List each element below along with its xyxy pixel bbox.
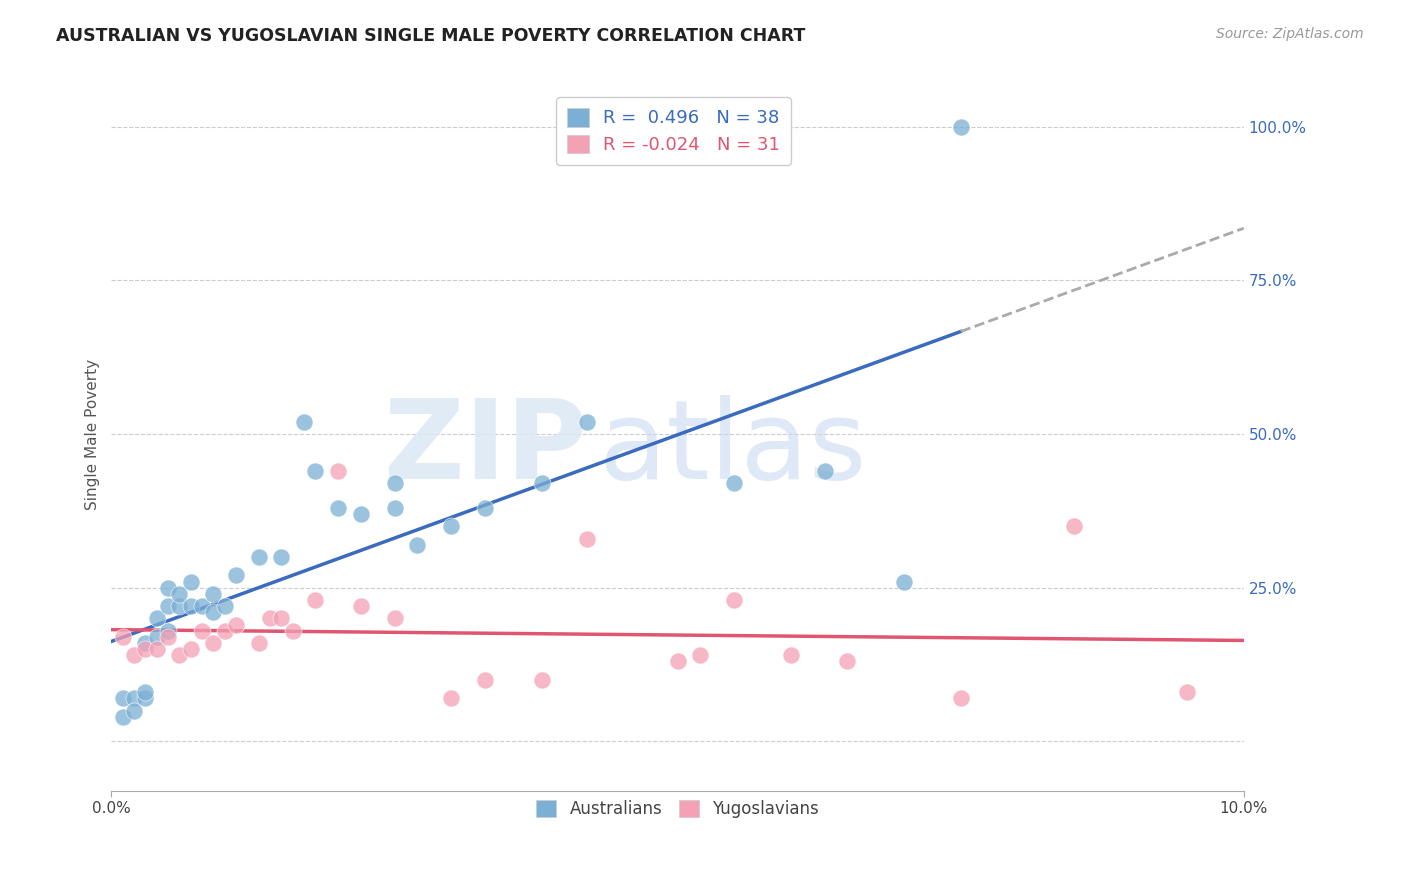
Point (259, 611, 281, 625)
Point (406, 538, 429, 552)
Text: atlas: atlas (599, 395, 868, 502)
Text: Source: ZipAtlas.com: Source: ZipAtlas.com (1216, 27, 1364, 41)
Point (180, 642, 202, 657)
Point (134, 642, 156, 657)
Point (225, 617, 247, 632)
Point (304, 464, 326, 478)
Point (134, 636, 156, 650)
Point (1175, 685, 1198, 699)
Point (157, 599, 180, 614)
Point (202, 587, 225, 601)
Point (326, 500, 349, 515)
Point (111, 710, 134, 724)
Point (134, 691, 156, 706)
Point (134, 685, 156, 699)
Point (111, 691, 134, 706)
Text: ZIP: ZIP (384, 395, 588, 502)
Point (281, 624, 304, 638)
Point (530, 673, 553, 687)
Point (384, 476, 406, 491)
Point (949, 691, 972, 706)
Point (384, 611, 406, 625)
Point (304, 593, 326, 607)
Point (122, 691, 145, 706)
Point (169, 599, 191, 614)
Text: AUSTRALIAN VS YUGOSLAVIAN SINGLE MALE POVERTY CORRELATION CHART: AUSTRALIAN VS YUGOSLAVIAN SINGLE MALE PO… (56, 27, 806, 45)
Point (576, 532, 599, 546)
Point (145, 630, 167, 644)
Point (247, 636, 270, 650)
Point (474, 673, 496, 687)
Point (326, 464, 349, 478)
Point (474, 500, 496, 515)
Point (349, 507, 371, 521)
Point (214, 599, 236, 614)
Point (202, 636, 225, 650)
Point (893, 574, 915, 589)
Point (180, 599, 202, 614)
Point (180, 574, 202, 589)
Point (157, 624, 180, 638)
Point (384, 500, 406, 515)
Point (202, 605, 225, 619)
Point (1063, 519, 1085, 533)
Point (111, 630, 134, 644)
Point (949, 120, 972, 134)
Point (689, 648, 711, 663)
Point (814, 464, 837, 478)
Point (576, 415, 599, 429)
Point (122, 704, 145, 718)
Legend: Australians, Yugoslavians: Australians, Yugoslavians (530, 794, 825, 825)
Point (225, 568, 247, 582)
Point (157, 581, 180, 595)
Point (191, 599, 214, 614)
Point (349, 599, 371, 614)
Point (169, 587, 191, 601)
Point (191, 624, 214, 638)
Y-axis label: Single Male Poverty: Single Male Poverty (86, 359, 100, 509)
Point (247, 549, 270, 564)
Point (214, 624, 236, 638)
Point (157, 630, 180, 644)
Point (440, 519, 463, 533)
Point (270, 549, 292, 564)
Point (122, 648, 145, 663)
Point (666, 655, 689, 669)
Point (530, 476, 553, 491)
Point (779, 648, 801, 663)
Point (292, 415, 315, 429)
Point (723, 476, 745, 491)
Point (169, 648, 191, 663)
Point (723, 593, 745, 607)
Point (837, 655, 859, 669)
Point (270, 611, 292, 625)
Point (145, 642, 167, 657)
Point (145, 611, 167, 625)
Point (440, 691, 463, 706)
